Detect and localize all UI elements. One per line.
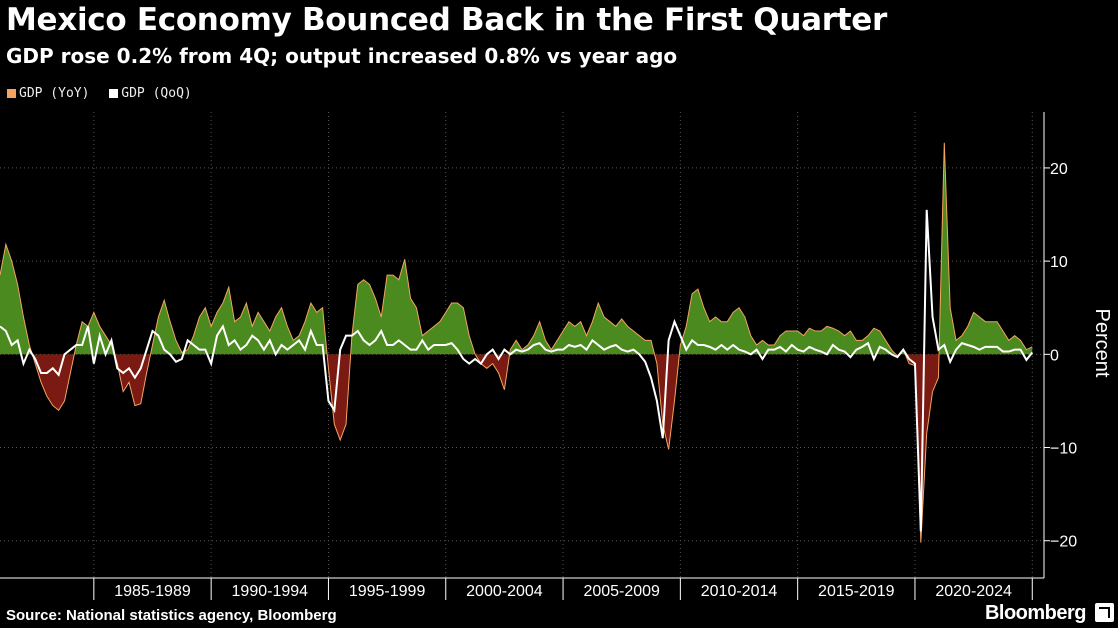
y-axis-label: Percent — [1091, 309, 1113, 378]
legend-item-yoy[interactable]: GDP (YoY) — [7, 86, 89, 101]
x-tick-label: 2020-2024 — [935, 583, 1012, 600]
legend-item-qoq[interactable]: GDP (QoQ) — [109, 86, 192, 101]
bloomberg-logo-icon — [1095, 603, 1114, 622]
bloomberg-logo-text: Bloomberg — [984, 602, 1087, 624]
y-tick-label: −20 — [1050, 534, 1077, 551]
y-tick-label: 20 — [1050, 161, 1068, 178]
yoy-line — [0, 142, 1033, 543]
legend-swatch-qoq — [109, 89, 119, 98]
chart-subtitle: GDP rose 0.2% from 4Q; output increased … — [6, 44, 678, 68]
x-tick-label: 2000-2004 — [466, 583, 543, 600]
chart-title: Mexico Economy Bounced Back in the First… — [6, 2, 887, 38]
x-tick-label: 2005-2009 — [583, 583, 660, 600]
legend-swatch-yoy — [7, 89, 16, 98]
qoq-line — [0, 209, 1034, 532]
x-tick-label: 2010-2014 — [701, 583, 778, 600]
chart-legend: GDP (YoY) GDP (QoQ) — [7, 86, 204, 102]
legend-label-qoq: GDP (QoQ) — [121, 86, 192, 101]
x-tick-label: 1995-1999 — [349, 583, 426, 600]
yoy-area-positive — [0, 142, 1033, 355]
y-tick-label: 10 — [1050, 254, 1068, 271]
x-tick-label: 1990-1994 — [232, 583, 309, 600]
x-tick-label: 1985-1989 — [114, 583, 191, 600]
y-tick-label: −10 — [1050, 441, 1077, 458]
legend-label-yoy: GDP (YoY) — [19, 86, 90, 101]
source-note: Source: National statistics agency, Bloo… — [6, 607, 337, 624]
x-tick-label: 2015-2019 — [818, 583, 895, 600]
y-tick-label: 0 — [1050, 347, 1059, 364]
